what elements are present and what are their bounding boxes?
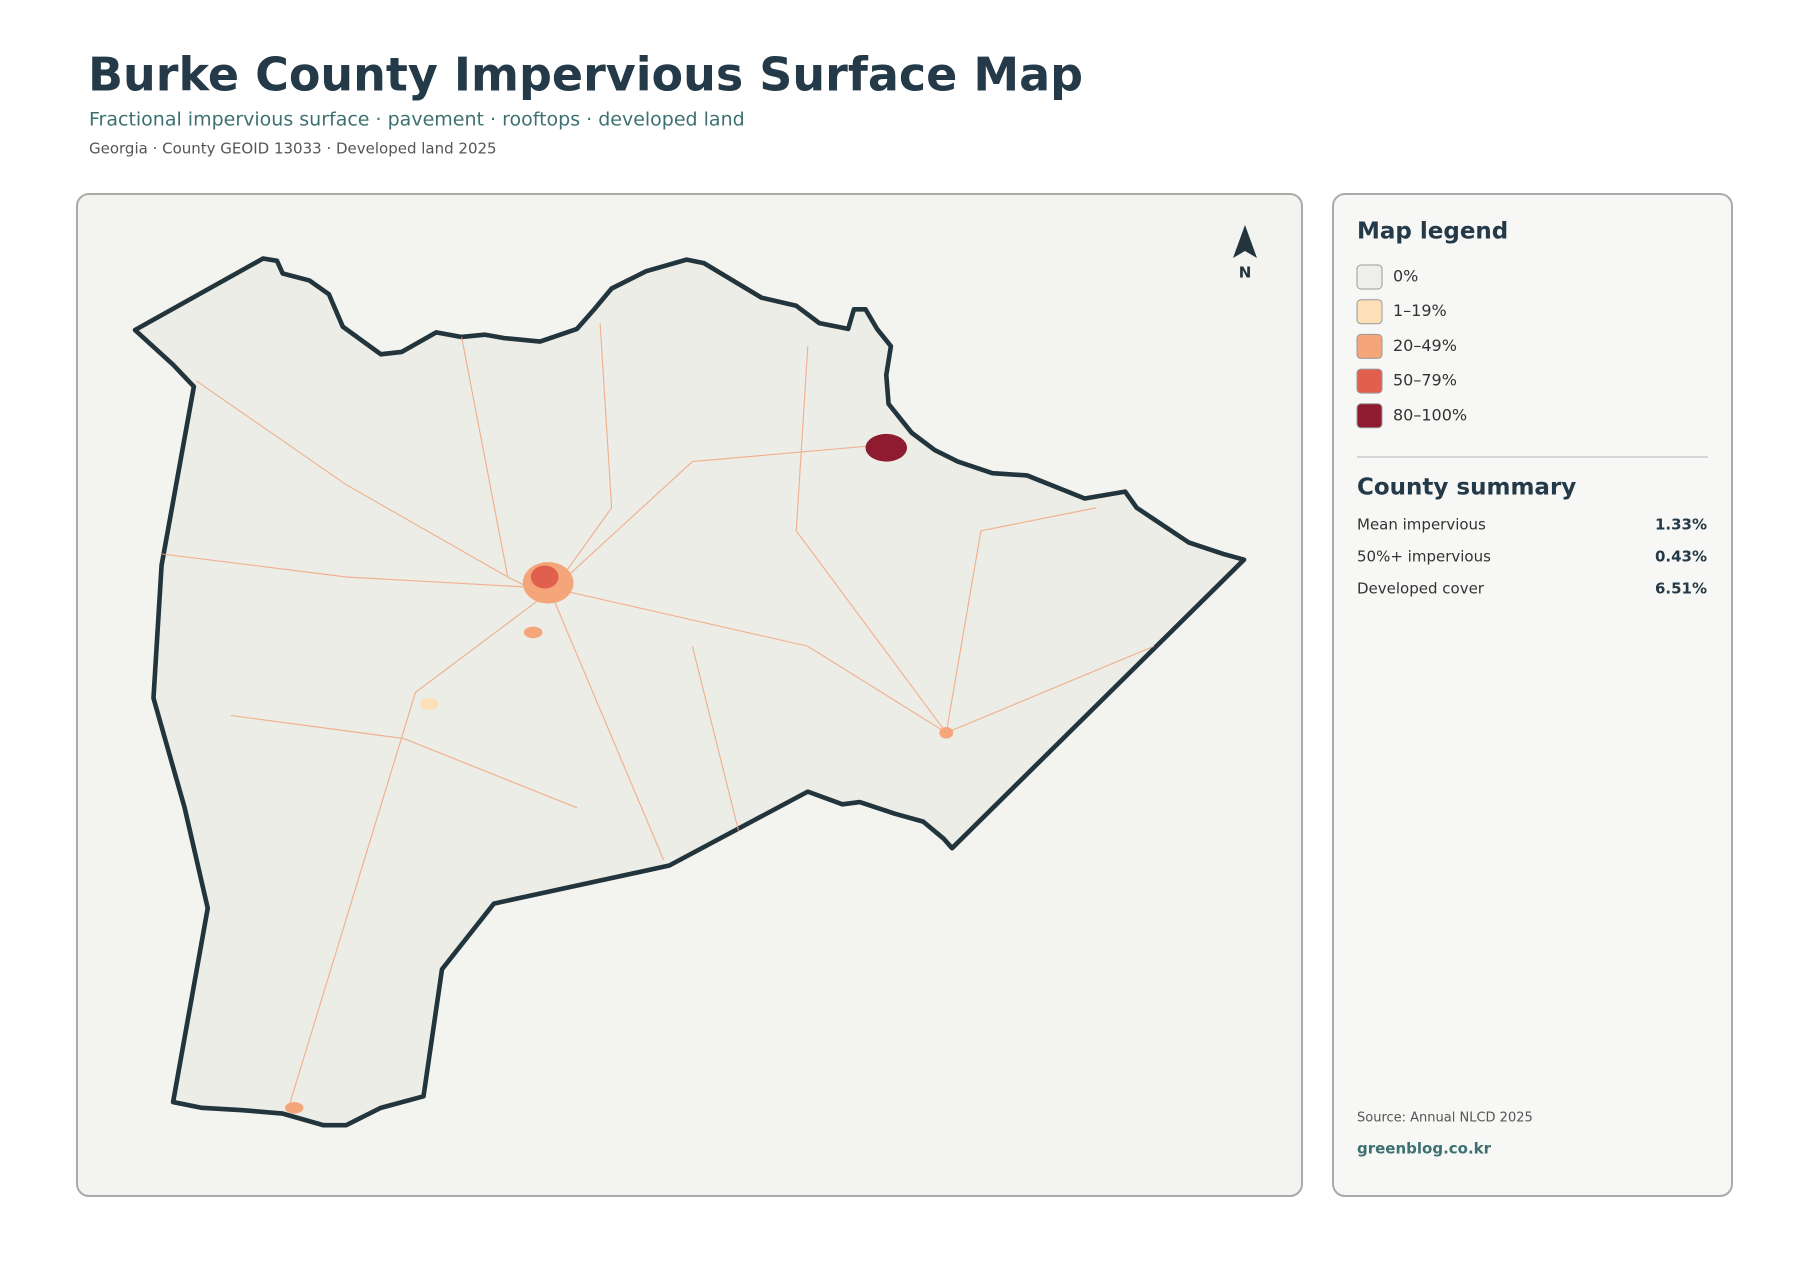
credit: greenblog.co.kr bbox=[1357, 1140, 1492, 1158]
meta: Georgia · County GEOID 13033 · Developed… bbox=[89, 140, 497, 158]
summary-value: 6.51% bbox=[1655, 580, 1707, 598]
legend-swatch bbox=[1356, 264, 1383, 290]
developed-areas bbox=[285, 433, 954, 1114]
summary-title: County summary bbox=[1357, 475, 1576, 501]
north-arrow bbox=[1233, 225, 1257, 258]
legend-swatch bbox=[1356, 368, 1383, 394]
legend-swatch bbox=[1356, 403, 1383, 429]
summary-value: 0.43% bbox=[1655, 548, 1707, 566]
legend-label: 20–49% bbox=[1393, 336, 1457, 355]
legend-items: 0% 1–19% 20–49% 50–79% 80–100% bbox=[1356, 264, 1467, 429]
legend-swatch bbox=[1356, 299, 1383, 325]
summary-label: 50%+ impervious bbox=[1357, 548, 1491, 566]
legend-label: 50–79% bbox=[1393, 371, 1457, 390]
summary-value: 1.33% bbox=[1655, 516, 1707, 534]
subtitle: Fractional impervious surface · pavement… bbox=[89, 109, 745, 131]
source: Source: Annual NLCD 2025 bbox=[1357, 1111, 1533, 1126]
legend-label: 0% bbox=[1393, 267, 1418, 286]
roads bbox=[161, 323, 1155, 1109]
legend-swatch bbox=[1356, 333, 1383, 359]
legend-label: 80–100% bbox=[1393, 405, 1467, 424]
north-label: N bbox=[1239, 264, 1252, 282]
summary-label: Developed cover bbox=[1357, 580, 1485, 598]
map bbox=[132, 256, 1247, 1128]
legend-title: Map legend bbox=[1357, 219, 1508, 245]
county-outline bbox=[132, 256, 1247, 1128]
title: Burke County Impervious Surface Map bbox=[88, 48, 1083, 102]
summary-label: Mean impervious bbox=[1357, 516, 1486, 534]
summary-rows: Mean impervious 1.33% 50%+ impervious 0.43%… bbox=[1357, 516, 1707, 598]
legend-label: 1–19% bbox=[1393, 301, 1447, 320]
legend-panel bbox=[1332, 193, 1733, 1197]
